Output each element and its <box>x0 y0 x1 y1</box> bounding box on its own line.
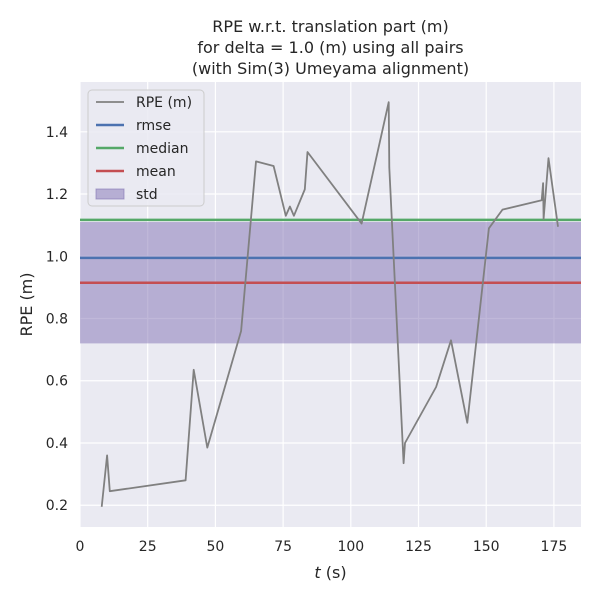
y-tick-label: 0.4 <box>46 436 68 452</box>
x-tick-label: 125 <box>405 539 432 555</box>
y-tick-label: 0.2 <box>46 498 68 514</box>
legend: RPE (m) rmse median mean std <box>87 89 205 207</box>
legend-label: std <box>136 187 158 203</box>
x-tick-label: 150 <box>473 539 500 555</box>
x-tick-label: 175 <box>541 539 568 555</box>
series-lines <box>100 101 559 507</box>
grid <box>79 82 581 527</box>
y-tick-label: 1.0 <box>46 249 68 265</box>
stat-lines <box>80 218 581 284</box>
y-axis-label: RPE (m) <box>17 272 36 336</box>
title-line-3: (with Sim(3) Umeyama alignment) <box>192 59 469 78</box>
legend-swatch-std <box>95 188 125 200</box>
title-line-1: RPE w.r.t. translation part (m) <box>212 17 448 36</box>
y-tick-label: 0.8 <box>46 312 68 328</box>
x-tick-label: 50 <box>206 539 224 555</box>
legend-label: median <box>136 141 188 157</box>
legend-label: RPE (m) <box>136 95 192 111</box>
x-tick-label: 100 <box>337 539 364 555</box>
y-tick-label: 1.4 <box>46 125 68 141</box>
title-line-2: for delta = 1.0 (m) using all pairs <box>197 38 463 57</box>
legend-label: mean <box>136 164 176 180</box>
legend-label: rmse <box>136 118 171 134</box>
x-tick-label: 25 <box>139 539 157 555</box>
x-tick-label: 0 <box>76 539 85 555</box>
x-axis-label: t (s) <box>314 563 346 582</box>
x-axis-label-var: t <box>314 563 321 582</box>
x-tick-label: 75 <box>274 539 292 555</box>
chart-title: RPE w.r.t. translation part (m) for delta… <box>192 17 469 78</box>
y-tick-label: 1.2 <box>46 187 68 203</box>
rpe-series-line <box>100 101 559 507</box>
legend-box <box>87 89 205 207</box>
x-axis-label-unit: (s) <box>321 563 347 582</box>
y-axis-ticks: 0.2 0.4 0.6 0.8 1.0 1.2 1.4 <box>46 125 68 514</box>
x-axis-ticks: 0 25 50 75 100 125 150 175 <box>76 539 568 555</box>
y-tick-label: 0.6 <box>46 374 68 390</box>
